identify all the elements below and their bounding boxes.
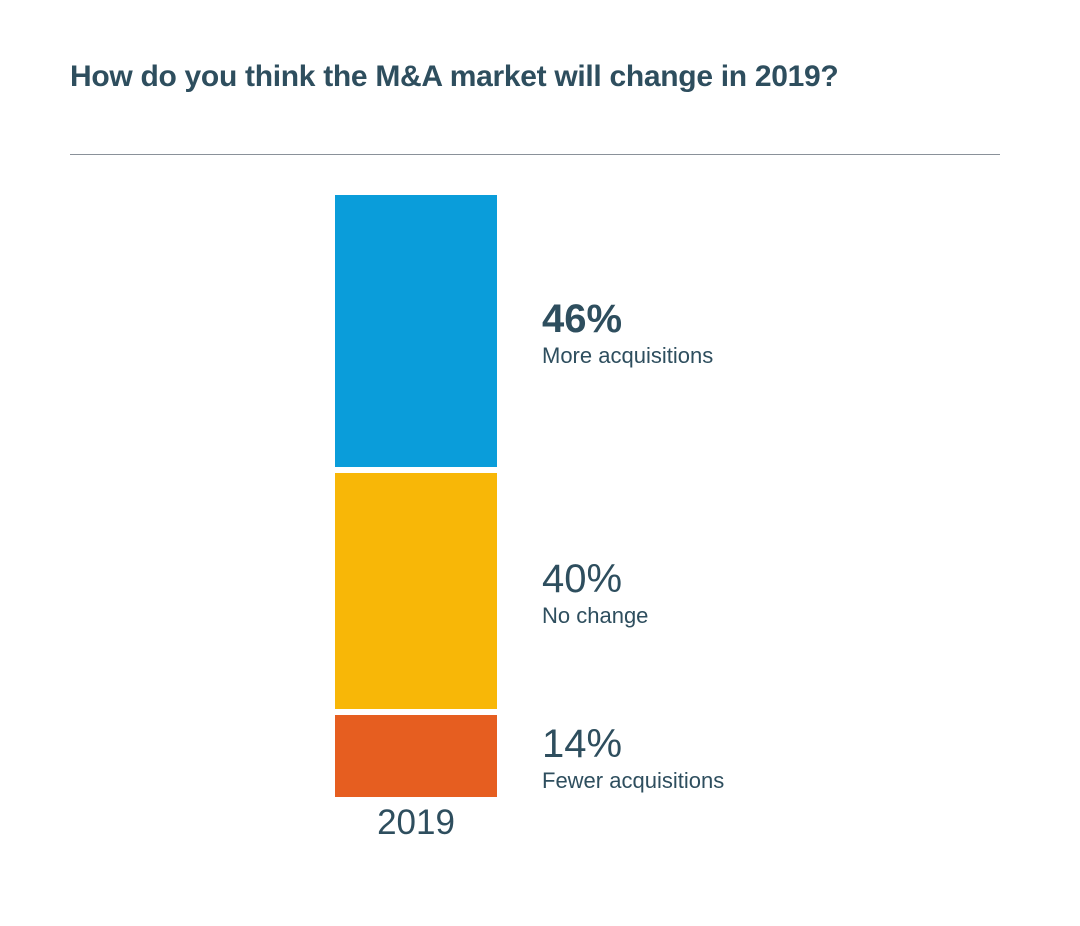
label-group-more: 46% More acquisitions xyxy=(542,195,724,473)
label-group-nochange: 40% No change xyxy=(542,473,724,715)
bar-segment-nochange xyxy=(335,473,497,709)
bar-column: 2019 xyxy=(335,195,497,843)
chart-title: How do you think the M&A market will cha… xyxy=(70,60,1010,94)
x-axis-label: 2019 xyxy=(377,803,455,843)
desc-fewer: Fewer acquisitions xyxy=(542,768,724,794)
labels-column: 46% More acquisitions 40% No change 14% … xyxy=(542,195,724,803)
desc-nochange: No change xyxy=(542,603,724,629)
divider-line xyxy=(70,154,1000,155)
label-group-fewer: 14% Fewer acquisitions xyxy=(542,715,724,803)
stacked-bar xyxy=(335,195,497,797)
bar-segment-fewer xyxy=(335,715,497,797)
percent-nochange: 40% xyxy=(542,559,724,599)
desc-more: More acquisitions xyxy=(542,343,724,369)
percent-more: 46% xyxy=(542,299,724,339)
percent-fewer: 14% xyxy=(542,724,724,764)
chart-container: 2019 46% More acquisitions 40% No change… xyxy=(70,195,1010,843)
bar-segment-more xyxy=(335,195,497,467)
